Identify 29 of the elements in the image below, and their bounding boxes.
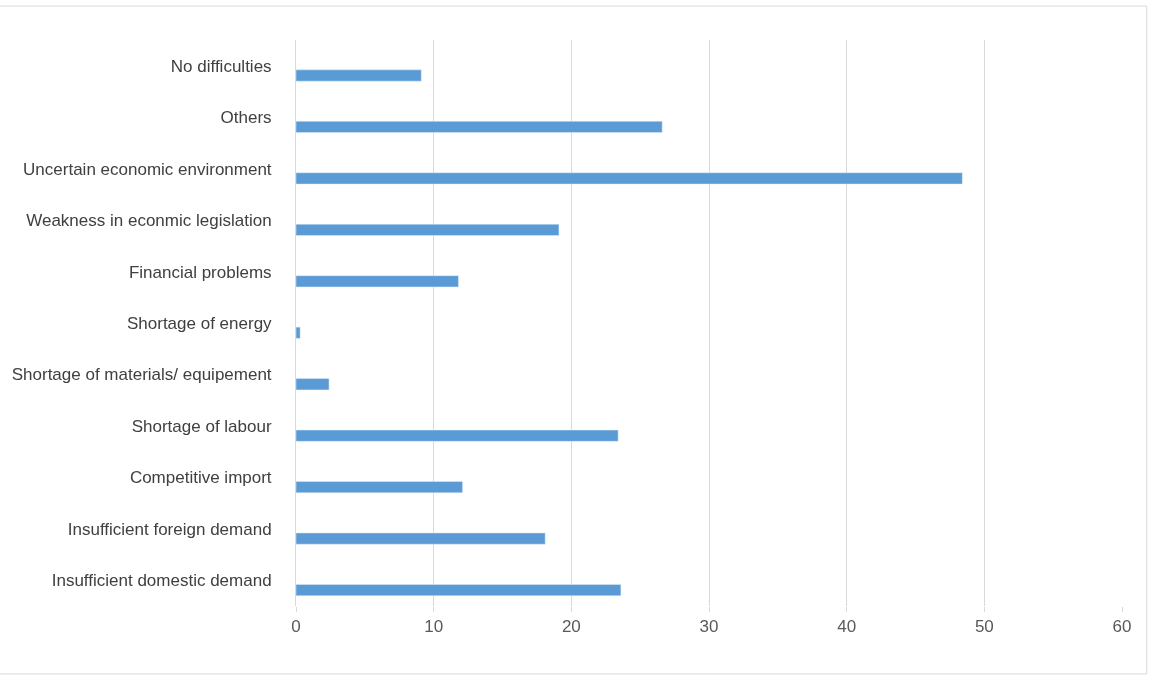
bar [296,275,459,288]
y-tick-label: Shortage of materials/ equipement [11,365,272,385]
y-tick-label: No difficulties [170,56,272,76]
bar [296,481,463,494]
bar [296,69,422,82]
x-tick-label: 10 [424,617,444,637]
x-tick-label: 30 [699,617,719,637]
y-tick-label: Insufficient domestic demand [51,571,272,591]
y-tick-label: Financial problems [128,262,272,282]
bar [296,429,619,442]
bar [296,223,560,236]
bar [296,378,330,391]
bar [296,121,663,133]
y-tick-label: Weakness in econmic legislation [26,211,272,231]
y-tick-label: Others [220,108,272,128]
x-tick-label: 20 [561,617,581,637]
y-tick-label: Insufficient foreign demand [67,519,272,539]
y-tick-label: Competitive import [129,468,272,488]
x-tick-label: 50 [974,617,994,637]
bar [296,584,622,596]
bar [296,326,301,339]
y-tick-label: Shortage of labour [131,416,272,436]
y-tick-label: Shortage of energy [126,313,273,333]
y-tick-label: Uncertain economic environment [23,159,272,179]
x-tick-label: 0 [291,617,301,637]
x-tick-label: 40 [837,617,857,637]
bar [296,532,546,545]
x-tick-label: 60 [1112,617,1132,637]
bar [296,172,963,185]
